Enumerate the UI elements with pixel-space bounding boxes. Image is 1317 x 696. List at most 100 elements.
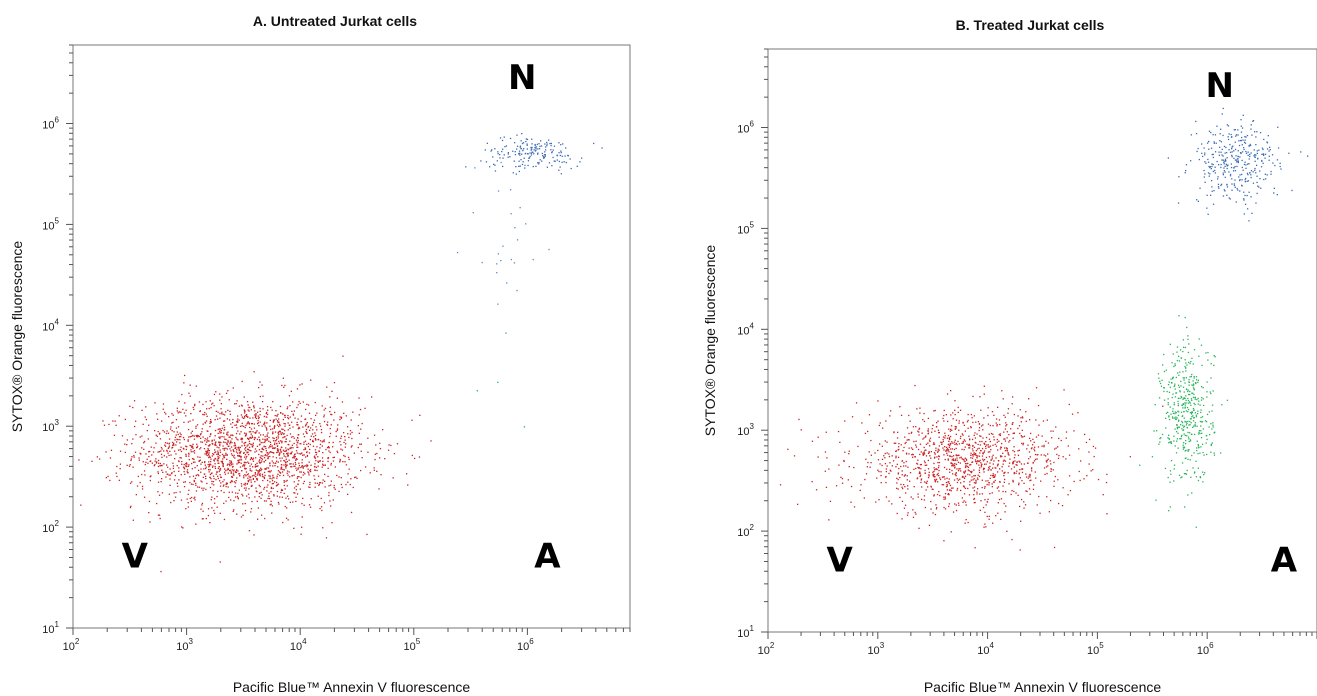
data-point — [230, 463, 232, 465]
data-point — [316, 482, 318, 484]
data-point — [1181, 420, 1183, 423]
data-point — [279, 448, 282, 450]
data-point — [1199, 452, 1201, 454]
data-point — [195, 427, 197, 429]
data-point — [953, 448, 956, 451]
data-point — [375, 444, 377, 446]
data-point — [980, 500, 982, 502]
data-point — [294, 456, 296, 458]
data-point — [330, 462, 332, 465]
data-point — [992, 481, 995, 483]
data-point — [330, 424, 332, 426]
data-point — [959, 462, 961, 464]
data-point — [268, 495, 270, 497]
data-point — [964, 440, 966, 442]
data-point — [965, 465, 967, 467]
data-point — [281, 466, 283, 468]
data-point — [301, 526, 303, 528]
data-point — [227, 468, 230, 470]
data-point — [982, 506, 985, 509]
data-point — [286, 472, 288, 474]
data-point — [1238, 144, 1241, 147]
data-point — [1181, 434, 1183, 436]
data-point — [1187, 390, 1189, 393]
data-point — [250, 433, 252, 435]
data-point — [1060, 439, 1062, 442]
data-point — [277, 461, 279, 463]
data-point — [1248, 158, 1250, 160]
data-point — [899, 476, 901, 479]
data-point — [946, 449, 948, 451]
data-point — [286, 460, 288, 463]
data-point — [204, 461, 206, 463]
data-point — [190, 451, 192, 453]
data-point — [1219, 140, 1221, 142]
data-point — [219, 480, 221, 482]
data-point — [966, 465, 969, 468]
data-point — [976, 491, 978, 493]
data-point — [957, 406, 959, 409]
data-point — [1201, 432, 1203, 434]
data-point — [249, 458, 252, 461]
data-point — [1243, 147, 1245, 149]
data-point — [130, 505, 132, 507]
data-point — [1008, 483, 1010, 485]
data-point — [514, 142, 516, 144]
data-point — [225, 454, 227, 456]
data-point — [1189, 424, 1191, 426]
data-point — [1185, 370, 1187, 372]
data-point — [1185, 388, 1188, 390]
data-point — [1173, 464, 1176, 466]
data-point — [938, 461, 941, 464]
data-point — [913, 440, 915, 443]
data-point — [206, 452, 208, 454]
data-point — [983, 450, 986, 452]
data-point — [927, 433, 929, 435]
data-point — [213, 439, 215, 441]
data-point — [1018, 425, 1021, 427]
data-point — [285, 450, 287, 452]
data-point — [223, 455, 225, 457]
data-point — [974, 441, 976, 444]
data-point — [992, 467, 994, 469]
data-point — [1217, 183, 1220, 185]
data-point — [347, 433, 349, 435]
data-point — [247, 444, 249, 446]
data-point — [277, 449, 280, 451]
data-point — [126, 464, 128, 466]
data-point — [358, 414, 360, 416]
data-point — [1155, 499, 1157, 501]
data-point — [917, 448, 920, 451]
data-point — [285, 441, 287, 443]
data-point — [315, 426, 317, 428]
data-point — [1162, 364, 1164, 366]
chart-title: B. Treated Jurkat cells — [956, 17, 1105, 33]
data-point — [521, 142, 524, 145]
data-point — [263, 486, 266, 489]
data-point — [184, 374, 186, 377]
data-point — [1236, 161, 1238, 163]
data-point — [1020, 520, 1022, 522]
data-point — [1244, 142, 1247, 144]
data-point — [1019, 549, 1021, 551]
data-point — [915, 467, 917, 470]
data-point — [897, 431, 899, 433]
data-point — [336, 397, 338, 399]
data-point — [166, 456, 168, 458]
data-point — [967, 473, 969, 476]
data-point — [314, 434, 317, 437]
data-point — [180, 411, 182, 413]
data-point — [1029, 419, 1031, 421]
data-point — [1182, 350, 1184, 353]
data-point — [293, 465, 295, 467]
data-point — [945, 446, 948, 448]
data-point — [1207, 213, 1209, 215]
data-point — [312, 440, 314, 442]
data-point — [1183, 442, 1185, 444]
data-point — [913, 486, 915, 488]
data-point — [313, 465, 316, 468]
data-point — [260, 457, 262, 459]
data-point — [1020, 498, 1023, 501]
data-point — [989, 493, 991, 495]
data-point — [205, 443, 207, 446]
